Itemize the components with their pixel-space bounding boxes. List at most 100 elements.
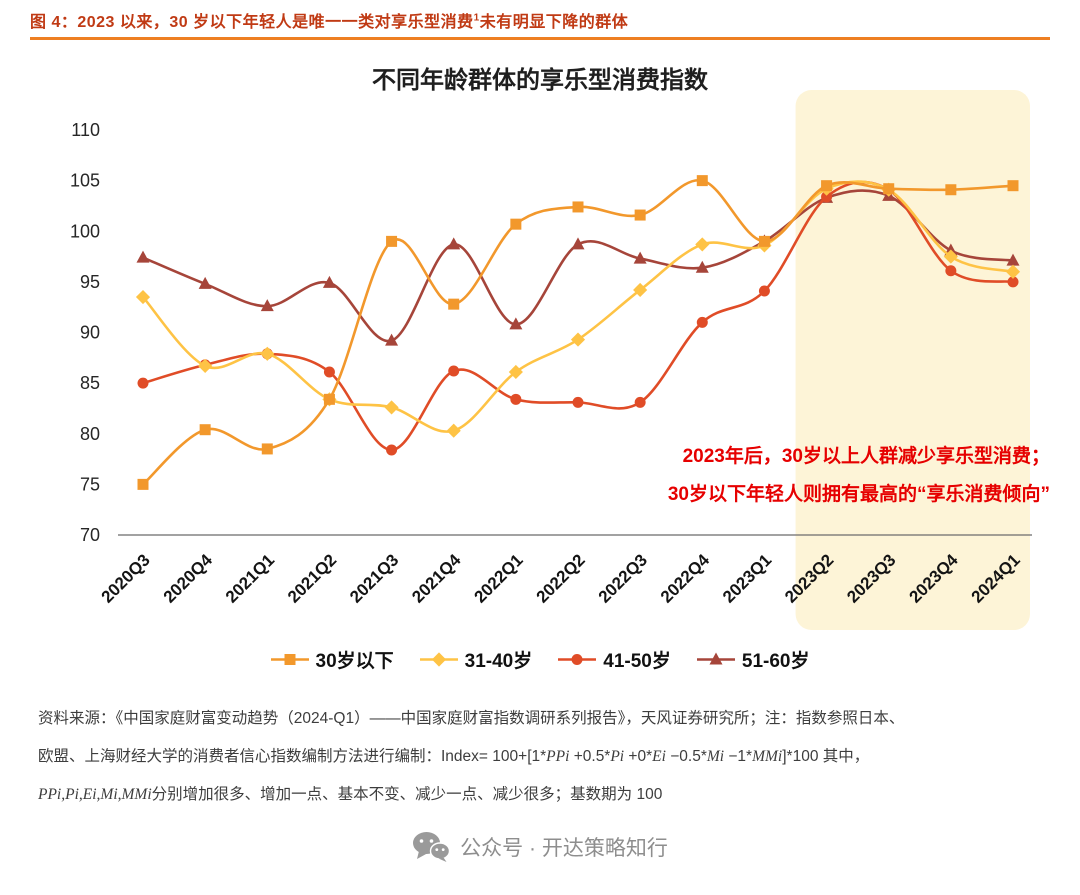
source-line-3: PPi,Pi,Ei,Mi,MMi分别增加很多、增加一点、基本不变、减少一点、减少… [38,786,663,803]
chart-annotation-line-2: 30岁以下年轻人则拥有最高的“享乐消费倾向” [667,484,1050,505]
circle-marker-icon [558,654,597,665]
y-tick-label: 75 [80,474,100,494]
series-marker-1 [135,289,151,305]
legend-item-1: 31-40岁 [419,646,533,673]
series-marker-1 [633,282,648,298]
series-marker-2 [821,191,833,203]
series-marker-1 [198,358,213,373]
chart-legend: 30岁以下 31-40岁 41-50岁 51-60岁 [0,646,1080,673]
source-line-1: 资料来源：《中国家庭财富变动趋势（2024-Q1）——中国家庭财富指数调研系列报… [38,710,905,727]
caption-divider [30,37,1050,40]
series-marker-0 [883,183,895,195]
series-marker-0 [821,180,833,192]
square-marker-icon [270,654,309,665]
y-tick-label: 80 [80,424,100,444]
x-tick-label: 2022Q3 [595,550,651,606]
series-marker-2 [510,393,522,405]
legend-item-2: 41-50岁 [558,646,671,673]
series-marker-0 [261,443,273,455]
x-tick-label: 2020Q3 [98,550,154,606]
x-tick-label: 2023Q1 [719,550,775,606]
legend-item-3: 51-60岁 [696,646,810,673]
x-tick-label: 2021Q3 [346,550,402,606]
series-marker-0 [448,298,460,310]
chart-title: 不同年龄群体的享乐型消费指数 [372,67,708,94]
series-marker-0 [510,218,522,230]
series-marker-1 [384,400,399,415]
series-marker-3 [1006,253,1020,266]
x-tick-label: 2021Q2 [284,550,340,606]
series-marker-0 [199,424,211,436]
triangle-marker-icon [696,652,735,665]
series-marker-3 [198,276,212,289]
y-tick-label: 100 [70,221,100,241]
legend-item-0: 30岁以下 [270,646,394,673]
series-marker-2 [1007,276,1019,288]
series-marker-1 [260,346,275,361]
chart-annotation: 2023年后，30岁以上人群减少享乐型消费； 30岁以下年轻人则拥有最高的“享乐… [668,438,1050,514]
series-marker-2 [323,366,335,378]
series-marker-0 [137,478,149,490]
series-marker-2 [696,316,708,328]
x-tick-label: 2021Q4 [408,550,465,607]
highlight-region [795,90,1030,630]
legend-label: 41-50岁 [603,651,671,672]
series-marker-3 [633,251,647,264]
series-marker-2 [386,444,398,456]
y-tick-label: 110 [71,120,100,140]
figure-caption: 图 4：2023 以来，30 岁以下年轻人是唯一一类对享乐型消费1未有明显下降的… [30,8,1060,32]
series-marker-1 [446,423,461,438]
series-marker-0 [758,235,770,247]
watermark-text: 公众号 · 开达策略知行 [460,836,668,860]
x-tick-label: 2020Q4 [160,550,217,607]
series-marker-3 [322,275,336,288]
series-marker-0 [1007,180,1019,192]
series-marker-2 [137,377,149,389]
series-marker-2 [634,396,646,408]
figure-caption-main: 图 4：2023 以来，30 岁以下年轻人是唯一一类对享乐型消费 [30,14,474,31]
figure-caption-footnote-marker: 1 [473,12,480,24]
series-marker-0 [572,201,584,213]
series-marker-0 [945,184,957,196]
x-tick-label: 2022Q4 [657,550,714,607]
series-marker-0 [386,235,398,247]
source-note: 资料来源：《中国家庭财富变动趋势（2024-Q1）——中国家庭财富指数调研系列报… [38,700,1060,814]
figure-caption-rest: 未有明显下降的群体 [479,14,629,31]
x-tick-label: 2021Q1 [222,550,278,606]
series-marker-1 [943,249,958,264]
series-line-3 [141,189,1015,343]
series-marker-3 [695,260,709,273]
x-tick-label: 2022Q2 [533,550,589,606]
wechat-watermark: 公众号 · 开达策略知行 [0,831,1080,862]
series-marker-1 [570,332,586,347]
series-marker-3 [260,299,274,312]
legend-label: 51-60岁 [741,651,810,672]
y-tick-label: 90 [80,323,100,343]
legend-label: 31-40岁 [464,651,533,672]
series-marker-3 [136,250,150,263]
diamond-marker-icon [419,652,458,667]
series-marker-1 [695,237,710,252]
x-tick-label: 2022Q1 [470,550,526,606]
source-line-2: 欧盟、上海财经大学的消费者信心指数编制方法进行编制：Index= 100+[1*… [38,748,870,765]
series-marker-0 [323,393,335,405]
chart-annotation-line-1: 2023年后，30岁以上人群减少享乐型消费； [682,446,1050,467]
series-line-0 [141,179,1015,486]
series-marker-2 [758,285,770,297]
legend-label: 30岁以下 [315,651,394,672]
wechat-icon [413,832,451,862]
series-marker-3 [447,237,461,250]
y-tick-label: 70 [80,525,100,545]
series-marker-3 [571,237,585,250]
y-tick-label: 105 [70,171,100,191]
y-tick-label: 95 [80,272,100,292]
series-marker-0 [696,175,708,187]
series-marker-2 [572,396,584,408]
series-marker-1 [1005,264,1021,279]
series-marker-0 [634,209,646,221]
series-marker-3 [509,317,523,330]
y-tick-label: 85 [80,373,100,393]
series-marker-2 [448,365,460,377]
series-marker-3 [385,333,399,346]
